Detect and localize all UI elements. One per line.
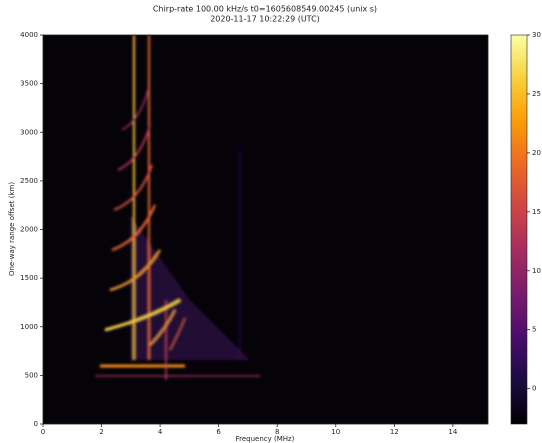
x-tick-label: 12 <box>390 428 399 436</box>
y-tick-label: 3500 <box>20 80 38 88</box>
x-tick-label: 8 <box>275 428 279 436</box>
y-axis-label: One-way range offset (km) <box>8 182 16 276</box>
colorbar-tick-label: 10 <box>532 267 541 275</box>
x-tick-label: 14 <box>448 428 457 436</box>
x-tick-label: 0 <box>41 428 45 436</box>
y-tick-label: 2500 <box>20 177 38 185</box>
colorbar-tick-label: 0 <box>532 385 536 393</box>
y-tick-label: 4000 <box>20 31 38 39</box>
y-tick-label: 1000 <box>20 323 38 331</box>
colorbar-tick-label: 25 <box>532 90 541 98</box>
x-tick-label: 2 <box>99 428 103 436</box>
y-tick-label: 1500 <box>20 274 38 282</box>
x-tick-label: 4 <box>158 428 163 436</box>
colorbar-tick-label: 15 <box>532 208 541 216</box>
colorbar-tick-label: 30 <box>532 31 541 39</box>
y-tick-label: 500 <box>25 371 38 379</box>
x-tick-label: 10 <box>331 428 340 436</box>
chart-title: Chirp-rate 100.00 kHz/s t0=1605608549.00… <box>153 5 377 14</box>
x-axis-label: Frequency (MHz) <box>236 435 295 443</box>
chart: Chirp-rate 100.00 kHz/s t0=1605608549.00… <box>0 0 542 443</box>
x-tick-label: 6 <box>216 428 221 436</box>
chart-subtitle: 2020-11-17 10:22:29 (UTC) <box>210 15 320 24</box>
y-tick-label: 2000 <box>20 226 38 234</box>
y-tick-label: 0 <box>34 420 38 428</box>
colorbar-tick-label: 20 <box>532 149 541 157</box>
colorbar <box>511 35 527 424</box>
colorbar-tick-label: 5 <box>532 326 536 334</box>
y-tick-label: 3000 <box>20 128 38 136</box>
